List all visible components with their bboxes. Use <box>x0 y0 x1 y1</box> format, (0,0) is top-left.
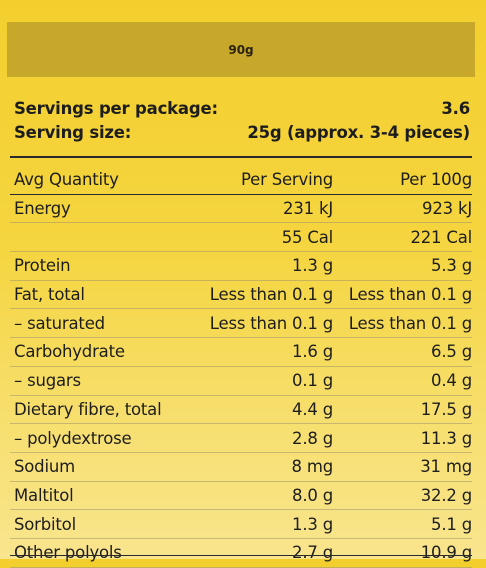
per-100g-value: 17.5 g <box>333 395 472 425</box>
table-row: Energy 231 kJ 923 kJ <box>10 194 472 224</box>
per-serving-value: 1.3 g <box>199 251 333 281</box>
servings-per-package-value: 3.6 <box>441 99 470 118</box>
servings-per-package-label: Servings per package: <box>14 99 218 118</box>
per-serving-value: Less than 0.1 g <box>199 308 333 339</box>
serving-info: Servings per package: 3.6 Serving size: … <box>14 97 470 145</box>
column-header-per-100g: Per 100g <box>333 166 472 195</box>
per-100g-value: 32.2 g <box>333 481 472 511</box>
nutrient-name: Energy <box>10 194 199 224</box>
nutrient-name: Other polyols <box>10 538 199 568</box>
table-row: Dietary fibre, total 4.4 g 17.5 g <box>10 395 472 425</box>
per-serving-value: Less than 0.1 g <box>199 280 333 310</box>
serving-size-row: Serving size: 25g (approx. 3-4 pieces) <box>14 121 470 145</box>
nutrient-name: Fat, total <box>10 280 199 310</box>
per-100g-value: 10.9 g <box>333 538 472 568</box>
table-bottom-rule <box>10 555 472 556</box>
table-row: Fat, total Less than 0.1 g Less than 0.1 g <box>10 280 472 310</box>
nutrient-name: Maltitol <box>10 481 199 511</box>
per-serving-value: 4.4 g <box>199 395 333 425</box>
package-weight-label: 90g <box>228 42 254 57</box>
table-row: Maltitol 8.0 g 32.2 g <box>10 481 472 511</box>
per-100g-value: 5.1 g <box>333 509 472 539</box>
per-serving-value: 55 Cal <box>199 222 333 253</box>
nutrient-name: Sorbitol <box>10 509 199 539</box>
table-row: Carbohydrate 1.6 g 6.5 g <box>10 337 472 367</box>
per-100g-value: 6.5 g <box>333 337 472 367</box>
package-weight-tab[interactable]: 90g <box>7 22 475 77</box>
serving-size-value: 25g (approx. 3-4 pieces) <box>247 123 470 142</box>
nutrient-name: – polydextrose <box>10 423 199 453</box>
per-100g-value: 923 kJ <box>333 194 472 224</box>
per-serving-value: 1.3 g <box>199 509 333 539</box>
nutrition-table: Avg Quantity Per Serving Per 100g Energy… <box>10 166 472 568</box>
per-serving-value: 1.6 g <box>199 337 333 367</box>
nutrient-name: Sodium <box>10 452 199 482</box>
table-row: – polydextrose 2.8 g 11.3 g <box>10 423 472 453</box>
per-100g-value: 221 Cal <box>333 222 472 253</box>
per-serving-value: 2.7 g <box>199 538 333 568</box>
nutrient-name <box>10 222 199 253</box>
nutrient-name: Dietary fibre, total <box>10 395 199 425</box>
column-header-avg-quantity: Avg Quantity <box>10 166 199 195</box>
per-serving-value: 8 mg <box>199 452 333 482</box>
per-serving-value: 8.0 g <box>199 481 333 511</box>
table-row: Sorbitol 1.3 g 5.1 g <box>10 509 472 539</box>
per-100g-value: 0.4 g <box>333 366 472 396</box>
nutrient-name: Protein <box>10 251 199 281</box>
table-row: – saturated Less than 0.1 g Less than 0.1 … <box>10 308 472 339</box>
table-header-row: Avg Quantity Per Serving Per 100g <box>10 166 472 195</box>
table-row: – sugars 0.1 g 0.4 g <box>10 366 472 396</box>
per-serving-value: 0.1 g <box>199 366 333 396</box>
nutrient-name: – saturated <box>10 308 199 339</box>
per-serving-value: 231 kJ <box>199 194 333 224</box>
serving-size-label: Serving size: <box>14 123 132 142</box>
per-100g-value: 11.3 g <box>333 423 472 453</box>
table-row: 55 Cal 221 Cal <box>10 222 472 253</box>
nutrient-name: – sugars <box>10 366 199 396</box>
per-100g-value: 5.3 g <box>333 251 472 281</box>
table-top-rule <box>10 156 472 158</box>
per-100g-value: Less than 0.1 g <box>333 308 472 339</box>
table-row: Protein 1.3 g 5.3 g <box>10 251 472 281</box>
column-header-per-serving: Per Serving <box>199 166 333 195</box>
table-row: Sodium 8 mg 31 mg <box>10 452 472 482</box>
nutrient-name: Carbohydrate <box>10 337 199 367</box>
per-serving-value: 2.8 g <box>199 423 333 453</box>
per-100g-value: 31 mg <box>333 452 472 482</box>
servings-per-package-row: Servings per package: 3.6 <box>14 97 470 121</box>
table-row: Other polyols 2.7 g 10.9 g <box>10 538 472 568</box>
per-100g-value: Less than 0.1 g <box>333 280 472 310</box>
